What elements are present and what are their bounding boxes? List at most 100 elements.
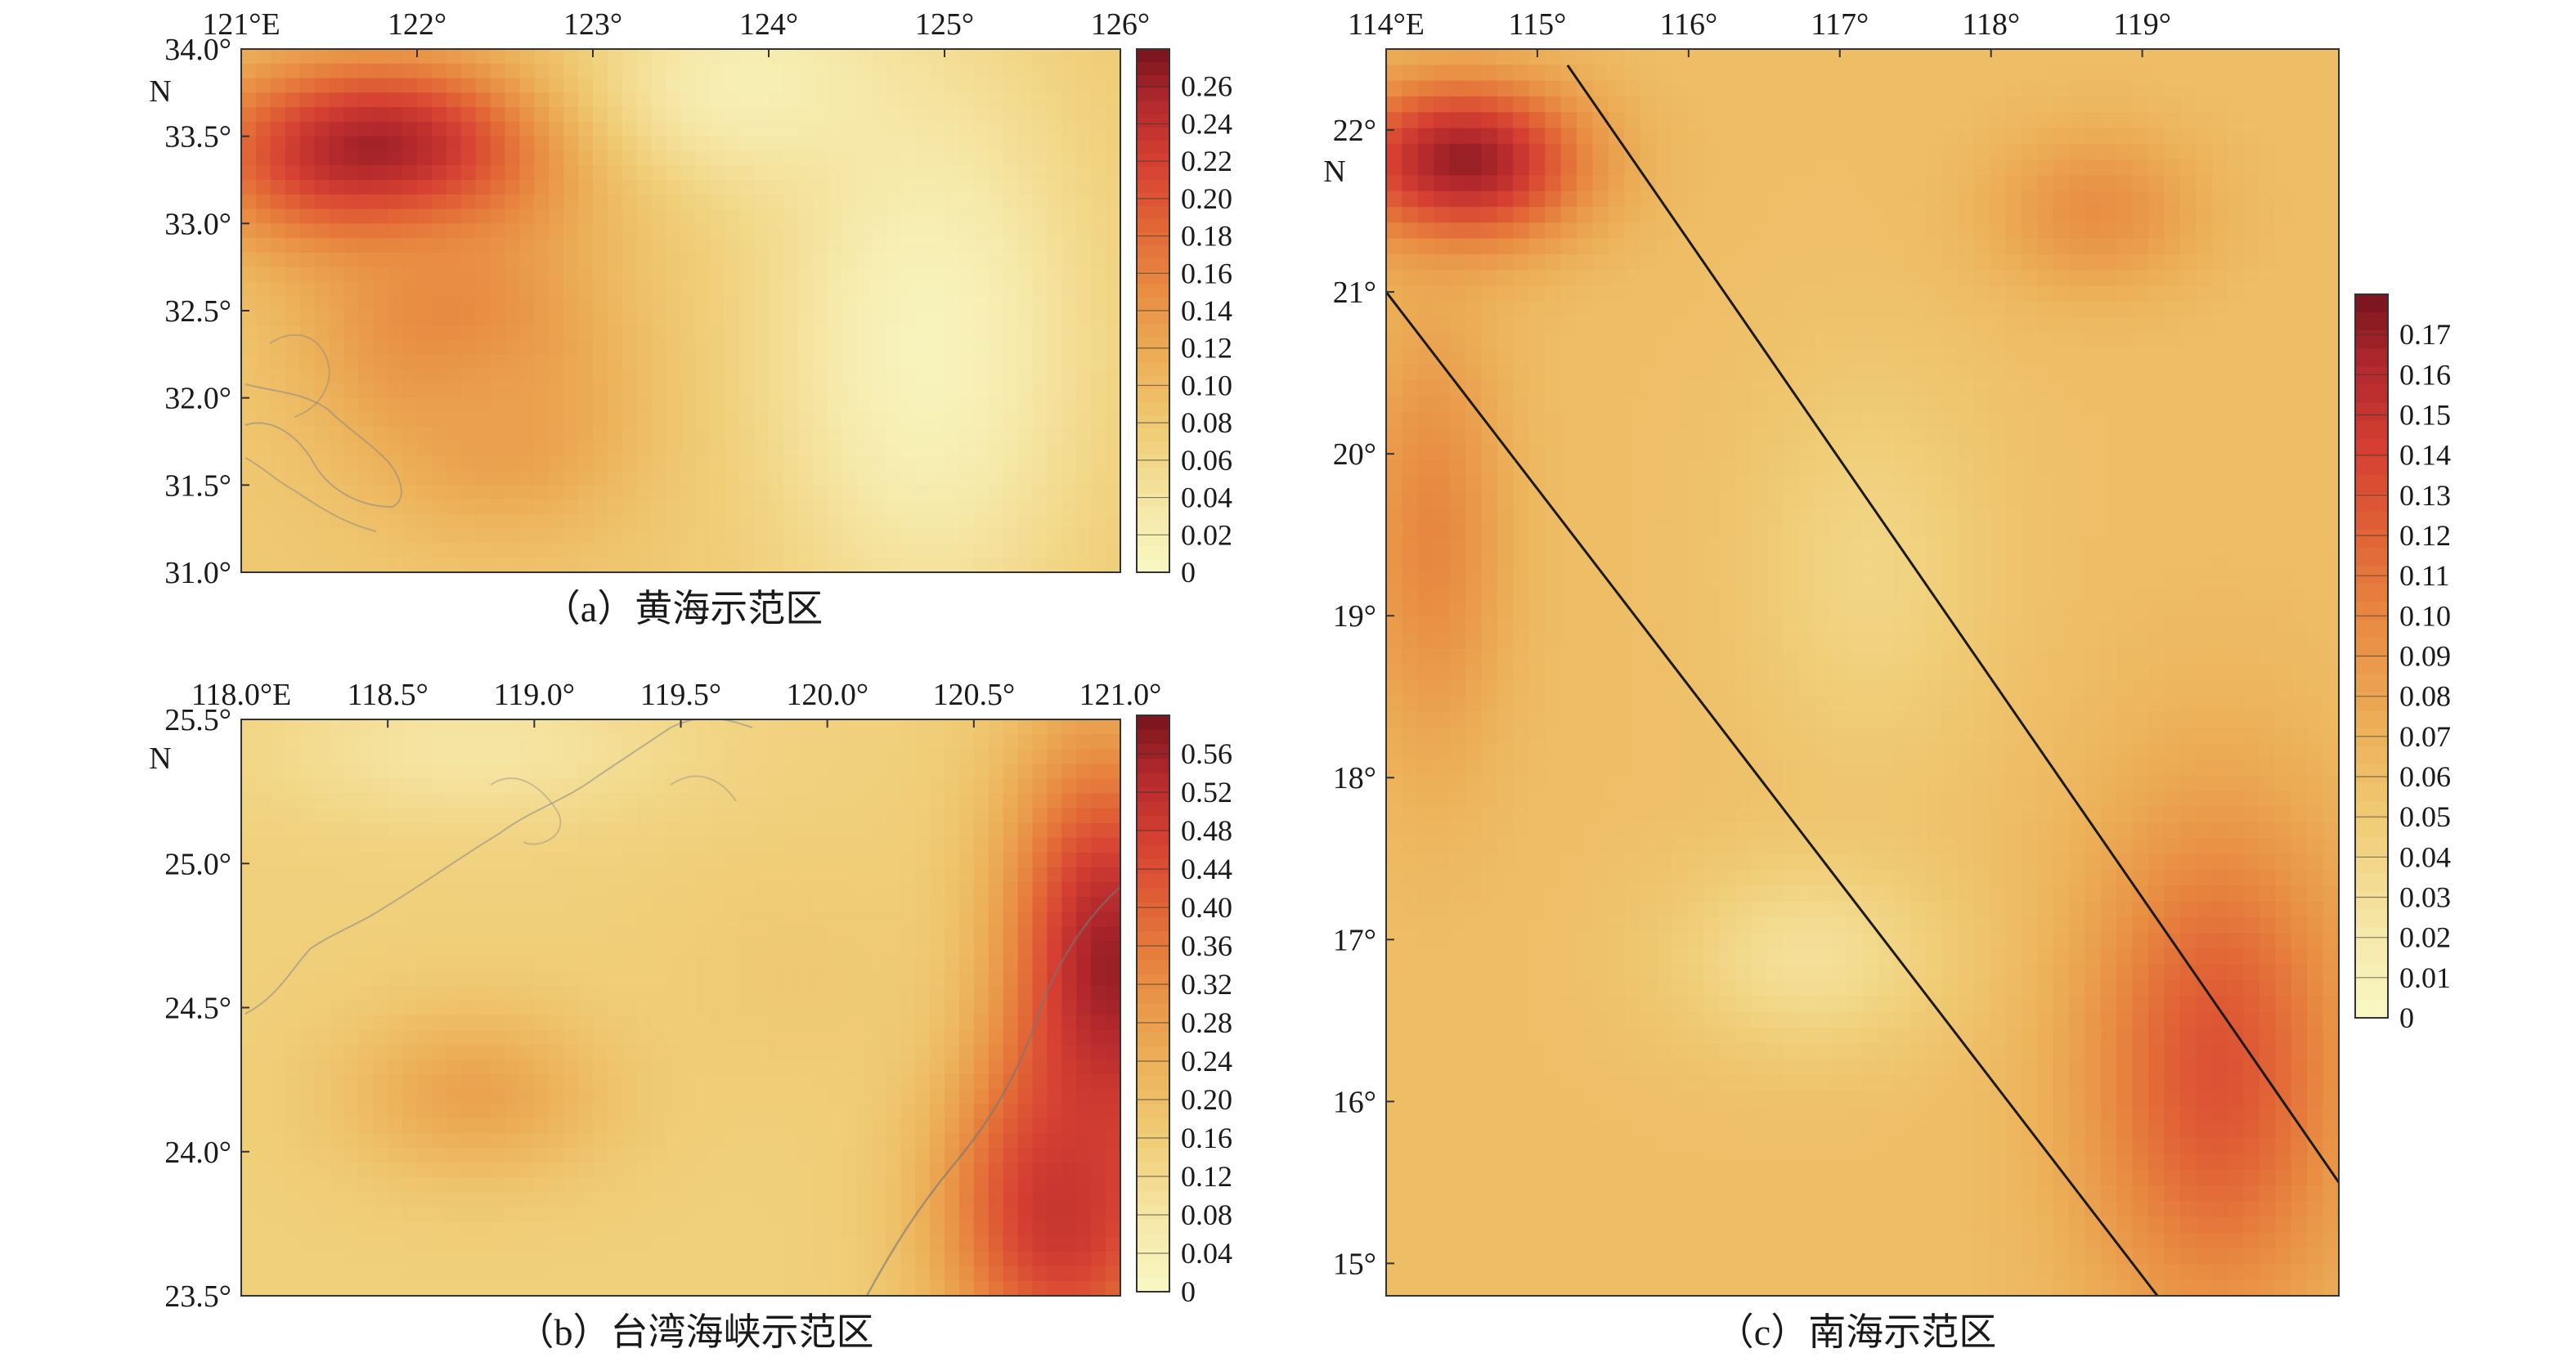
panel-a-heat-cell (930, 558, 945, 572)
panel-a-heat-cell (299, 180, 316, 195)
panel-a-heat-cell (945, 369, 960, 384)
panel-a-heat-cell (958, 136, 975, 152)
x-tick-label: 119.0° (494, 678, 575, 712)
panel-b-heat-cell (270, 1073, 286, 1090)
panel-a-heat-cell (915, 513, 931, 530)
panel-b-heat-cell (636, 926, 653, 942)
panel-b-heat-cell (1032, 970, 1048, 987)
panel-a-heat-cell (783, 281, 799, 298)
panel-a-heat-cell (270, 180, 286, 195)
panel-a-heat-cell (563, 136, 579, 152)
panel-b-heat-cell (299, 1015, 316, 1031)
panel-b-heat-cell (285, 912, 301, 927)
panel-a-heat-cell (725, 441, 740, 457)
panel-a-heat-cell (607, 150, 623, 167)
panel-a-heat-cell (695, 470, 711, 486)
panel-c-heat-cell (1815, 112, 1832, 129)
panel-b-heat-cell (431, 881, 447, 898)
panel-b-heat-cell (490, 719, 506, 735)
panel-b-heat-cell (915, 793, 931, 809)
panel-b-heat-cell (1047, 822, 1063, 839)
panel-a-heat-cell (314, 136, 330, 152)
panel-a-heat-cell (915, 543, 931, 559)
panel-a-heat-cell (1047, 92, 1063, 108)
panel-a-heat-cell (563, 311, 579, 326)
panel-b-heat-cell (622, 1059, 638, 1075)
panel-b-heat-cell (695, 719, 711, 735)
panel-b-heat-cell (241, 970, 257, 987)
panel-b-heat-cell (651, 926, 667, 942)
panel-a-heat-cell (431, 281, 447, 298)
panel-b-heat-cell (1106, 970, 1120, 987)
panel-b-heat-cell (636, 808, 653, 824)
panel-a-heat-cell (636, 470, 653, 486)
panel-b-heat-cell (1047, 1192, 1063, 1208)
panel-b-heat-cell (1106, 1088, 1120, 1104)
panel-b-heat-cell (255, 1133, 272, 1149)
panel-b-heat-cell (607, 1177, 623, 1194)
panel-b-heat-cell (563, 1133, 579, 1149)
panel-b-heat-cell (255, 1192, 272, 1208)
colorbar-segment (1137, 831, 1169, 846)
panel-a-heat-cell (1061, 136, 1078, 152)
panel-a-heat-cell (563, 208, 579, 225)
panel-a-heat-cell (388, 136, 403, 152)
panel-b-heat-cell (446, 1118, 462, 1134)
panel-b-heat-cell (607, 764, 623, 780)
panel-b-heat-cell (563, 1000, 579, 1016)
panel-c-heat-cell (1862, 80, 1879, 97)
panel-b-heat-cell (945, 1236, 960, 1252)
panel-a-heat-cell (915, 558, 931, 572)
panel-b-heat-cell (299, 1029, 316, 1046)
panel-a-heat-cell (915, 455, 931, 472)
panel-a-heat-cell (549, 63, 564, 79)
panel-a-heat-cell (373, 223, 388, 239)
panel-b-heat-cell (1032, 896, 1048, 912)
panel-b-heat-cell (1106, 1073, 1120, 1090)
panel-a-heat-cell (607, 252, 623, 268)
panel-b-heat-cell (783, 1177, 799, 1194)
panel-a-heat-cell (578, 92, 594, 108)
panel-a-heat-cell (490, 208, 506, 225)
panel-a-heat-cell (1076, 311, 1092, 326)
panel-b-heat-cell (739, 1000, 755, 1016)
panel-a-heat-cell (915, 107, 931, 123)
panel-a-heat-cell (710, 543, 726, 559)
panel-a-heat-cell (841, 296, 858, 311)
panel-a-heat-cell (563, 412, 579, 428)
panel-b-heat-cell (666, 808, 682, 824)
panel-b-heat-cell (1032, 1104, 1048, 1119)
panel-b-heat-cell (255, 941, 272, 957)
panel-a-heat-cell (475, 354, 491, 370)
panel-b-heat-cell (666, 1192, 682, 1208)
panel-b-heat-cell (1047, 793, 1063, 809)
panel-a-heat-cell (827, 78, 843, 94)
panel-b-heat-cell (1061, 1015, 1078, 1031)
panel-a-heat-cell (343, 107, 360, 123)
panel-a-heat-cell (945, 412, 960, 428)
panel-b-heat-cell (255, 1163, 272, 1179)
panel-b-heat-cell (255, 778, 272, 795)
panel-b-heat-cell (841, 1088, 858, 1104)
panel-a-heat-cell (358, 528, 375, 544)
panel-b-heat-cell (314, 1207, 330, 1223)
panel-a-heat-cell (1032, 92, 1048, 108)
panel-a-heat-cell (446, 150, 462, 167)
panel-a-heat-cell (783, 223, 799, 239)
panel-b-heat-cell (1047, 852, 1063, 868)
panel-b-heat-cell (490, 985, 506, 1001)
panel-b-heat-cell (827, 1280, 843, 1296)
panel-a-heat-cell (519, 267, 536, 283)
panel-b-heat-cell (754, 941, 770, 957)
panel-b-heat-cell (930, 1015, 945, 1031)
panel-b-heat-cell (666, 1236, 682, 1252)
panel-a-heat-cell (593, 397, 608, 414)
panel-a-heat-cell (1076, 238, 1092, 253)
panel-b-heat-cell (505, 1000, 521, 1016)
panel-c-heat-cell (1624, 49, 1641, 66)
panel-b-heat-cell (1091, 896, 1106, 912)
panel-a-heat-cell (1076, 150, 1092, 167)
panel-b-heat-cell (958, 912, 975, 927)
panel-b-heat-cell (1061, 837, 1078, 853)
panel-b-heat-cell (505, 1015, 521, 1031)
